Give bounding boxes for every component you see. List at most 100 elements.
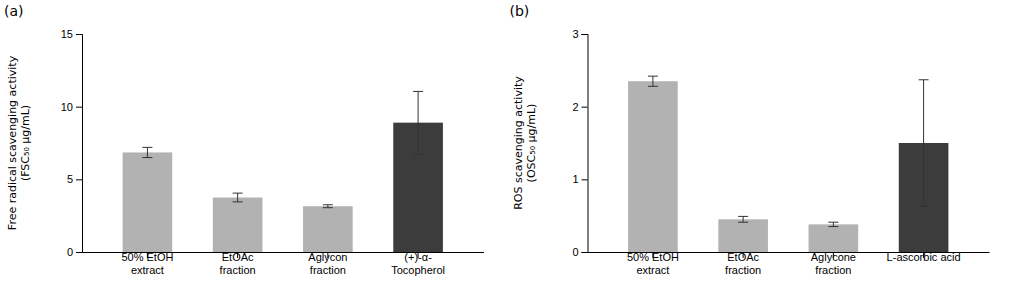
y-axis-title-line: ROS scavenging activity [512,76,525,210]
x-tick-label-line: fraction [220,264,256,276]
error-bar-stem [237,193,238,202]
y-tick-mark [582,107,588,108]
y-tick-label: 2 [572,101,578,113]
bar [123,152,173,252]
x-tick: EtOAcfraction [725,251,761,276]
x-tick: 50% EtOHextract [627,251,679,276]
x-tick-label-line: L-ascorbic acid [887,251,961,263]
bar [213,198,263,253]
x-tick-label-line: EtOAc [727,251,759,263]
y-axis-title-line: (FSC₅₀ μg/mL) [19,105,32,181]
axis-line [582,35,589,253]
y-tick-label: 15 [61,28,73,40]
error-bar-cap [413,153,423,154]
y-tick: 15 [61,28,82,40]
error-bar-cap [323,204,333,205]
error-bar [142,147,152,157]
x-tick-label-line: (+)-α- [404,251,432,263]
x-tick-label-line: extract [636,264,669,276]
y-tick: 0 [572,246,587,258]
bar [303,206,353,252]
panel-label: (a) [4,3,24,19]
error-bar-cap [413,91,423,92]
x-tick-label: EtOAcfraction [725,251,761,276]
x-tick-label-line: extract [131,264,164,276]
panel: 05101550% EtOHextractEtOAcfractionAglyco… [4,3,484,276]
x-tick-label-line: 50% EtOH [121,251,173,263]
y-tick: 1 [572,173,587,185]
error-bar [738,216,748,222]
error-bar [648,76,658,86]
x-tick-label-line: fraction [815,264,851,276]
error-bar-stem [147,147,148,157]
y-tick: 5 [67,173,82,185]
x-tick-label-line: fraction [725,264,761,276]
panel-label: (b) [510,3,530,19]
y-tick-label: 5 [67,173,73,185]
y-axis: 0 5 10 15 [61,28,83,258]
chart-root: 05101550% EtOHextractEtOAcfractionAglyco… [0,0,1011,296]
y-tick: 10 [61,101,82,113]
error-bar-stem [743,216,744,222]
error-bar [919,80,929,206]
error-bar-cap [828,222,838,223]
x-tick-label-line: Aglycone [811,251,856,263]
y-tick-label: 0 [572,246,578,258]
error-bar-stem [652,76,653,86]
y-axis-title: ROS scavenging activity(OSC₅₀ μg/mL) [512,76,538,210]
error-bar [828,222,838,226]
x-tick: EtOAcfraction [220,251,256,276]
x-tick-label: Aglyconefraction [811,251,856,276]
error-bar-cap [142,147,152,148]
y-tick-mark [76,179,82,180]
error-bar-cap [828,226,838,227]
plot-area [628,76,948,252]
x-tick-label-line: Tocopherol [391,264,445,276]
y-tick-mark [582,179,588,180]
y-axis-title: Free radical scavenging activity(FSC₅₀ μ… [6,55,32,230]
bar [628,81,678,252]
error-bar-stem [833,222,834,226]
x-tick-label: 50% EtOHextract [121,251,173,276]
y-axis-title-line: Free radical scavenging activity [6,55,19,230]
y-tick-mark [582,34,588,35]
x-tick: L-ascorbic acid [887,251,961,263]
bar [718,219,768,252]
x-axis: 50% EtOHextractEtOAcfractionAglyconefrac… [588,251,990,276]
panel: 012350% EtOHextractEtOAcfractionAglycone… [510,3,990,276]
x-tick-label: (+)-α-Tocopherol [391,251,445,276]
y-axis: 0 1 2 3 [572,28,588,258]
error-bar-cap [738,222,748,223]
y-tick-label: 0 [67,246,73,258]
x-tick-label-line: 50% EtOH [627,251,679,263]
error-bar-cap [648,86,658,87]
error-bar-cap [233,201,243,202]
y-tick: 2 [572,101,587,113]
x-tick-label-line: EtOAc [222,251,254,263]
error-bar-stem [418,91,419,153]
error-bar-cap [233,193,243,194]
y-tick-label: 3 [572,28,578,40]
x-tick-label: EtOAcfraction [220,251,256,276]
x-tick-label-line: fraction [310,264,346,276]
x-tick-label: Aglyconfraction [308,251,347,276]
y-tick-mark [582,252,588,253]
error-bar-stem [923,80,924,206]
y-tick-label: 1 [572,173,578,185]
error-bar [413,91,423,153]
error-bar-cap [323,207,333,208]
axis-line [76,35,83,253]
x-axis: 50% EtOHextractEtOAcfractionAglyconfract… [83,251,485,276]
x-tick-label: L-ascorbic acid [887,251,961,263]
x-tick-label: 50% EtOHextract [627,251,679,276]
error-bar-cap [738,216,748,217]
y-tick-label: 10 [61,101,73,113]
y-axis-title-line: (OSC₅₀ μg/mL) [525,104,538,183]
y-tick-mark [76,34,82,35]
error-bar [323,205,333,208]
y-tick: 3 [572,28,587,40]
x-tick: (+)-α-Tocopherol [391,251,445,276]
error-bar-cap [648,76,658,77]
plot-area [123,91,443,252]
y-tick-mark [76,107,82,108]
